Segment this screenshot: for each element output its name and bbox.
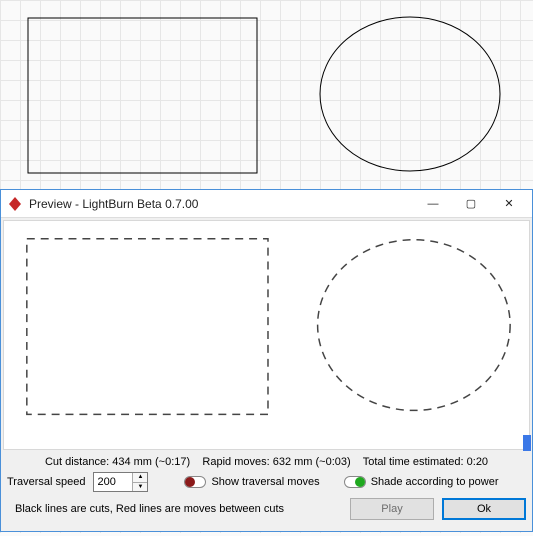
show-traversal-label: Show traversal moves	[211, 476, 319, 488]
traversal-speed-input[interactable]	[94, 473, 132, 491]
preview-dialog: Preview - LightBurn Beta 0.7.00 — ▢ ✕ Cu…	[0, 189, 533, 532]
shade-power-toggle[interactable]: Shade according to power	[344, 476, 499, 488]
play-button[interactable]: Play	[350, 498, 434, 520]
step-down-icon[interactable]: ▼	[133, 483, 147, 492]
scrollbar-thumb[interactable]	[523, 435, 531, 451]
app-icon	[7, 196, 23, 212]
close-button[interactable]: ✕	[490, 192, 528, 216]
minimize-button[interactable]: —	[414, 192, 452, 216]
shade-power-label: Shade according to power	[371, 476, 499, 488]
step-up-icon[interactable]: ▲	[133, 473, 147, 483]
preview-svg	[4, 221, 529, 449]
maximize-button[interactable]: ▢	[452, 192, 490, 216]
cut-value: 434 mm (~0:17)	[112, 456, 190, 468]
toggle-off-icon	[184, 476, 206, 488]
total-value: 0:20	[467, 456, 488, 468]
ok-button[interactable]: Ok	[442, 498, 526, 520]
controls-row: Traversal speed ▲ ▼ Show traversal moves…	[1, 470, 532, 496]
stats-line: Cut distance: 434 mm (~0:17) Rapid moves…	[1, 452, 532, 470]
bottom-row: Black lines are cuts, Red lines are move…	[1, 496, 532, 524]
rapid-value: 632 mm (~0:03)	[273, 456, 351, 468]
titlebar[interactable]: Preview - LightBurn Beta 0.7.00 — ▢ ✕	[1, 190, 532, 218]
traversal-label: Traversal speed	[7, 476, 85, 488]
cut-label: Cut distance:	[45, 456, 109, 468]
show-traversal-toggle[interactable]: Show traversal moves	[184, 476, 319, 488]
preview-pane	[3, 220, 530, 450]
rapid-label: Rapid moves:	[202, 456, 269, 468]
traversal-speed-stepper[interactable]: ▲ ▼	[93, 472, 148, 492]
hint-text: Black lines are cuts, Red lines are move…	[7, 499, 292, 519]
total-label: Total time estimated:	[363, 456, 464, 468]
dialog-title: Preview - LightBurn Beta 0.7.00	[29, 197, 414, 211]
toggle-on-icon	[344, 476, 366, 488]
